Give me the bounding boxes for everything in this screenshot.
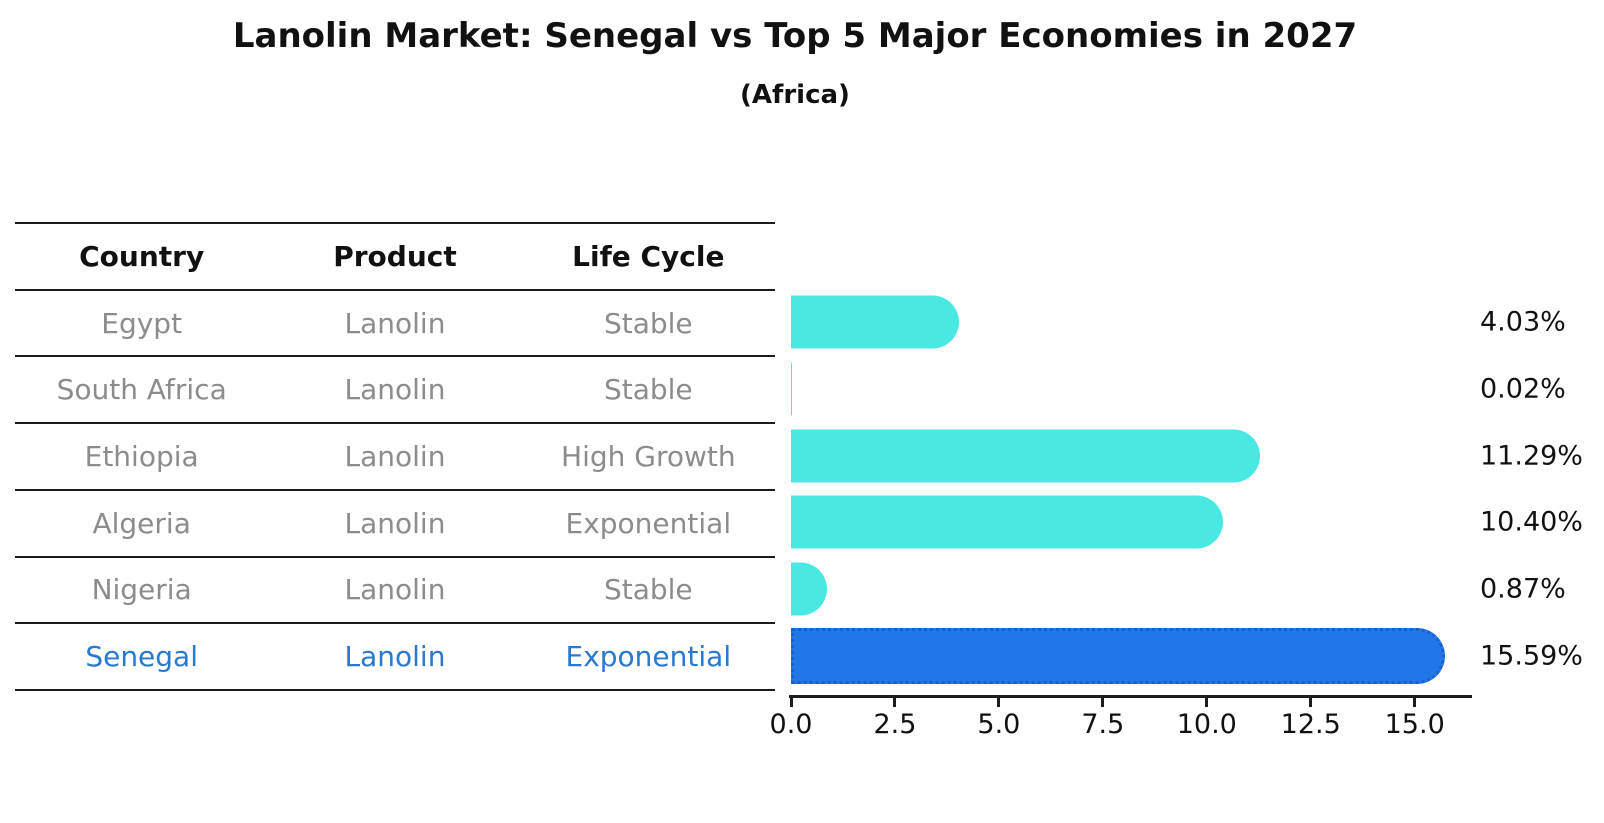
cell-country: Nigeria xyxy=(91,573,192,607)
cell-country: Senegal xyxy=(85,640,198,674)
bar-south-africa xyxy=(791,362,793,416)
bar-nigeria xyxy=(791,562,828,616)
bar-row-south-africa: 0.02% xyxy=(791,355,1566,422)
cell-product: Lanolin xyxy=(344,640,446,674)
table-row-senegal: Senegal Lanolin Exponential xyxy=(15,624,775,692)
x-axis: 0.0 2.5 5.0 7.5 10.0 12.5 15.0 xyxy=(770,695,1472,755)
bar-value-label: 15.59% xyxy=(1480,640,1583,672)
table-header-row: Country Product Life Cycle xyxy=(15,224,775,291)
column-header-country: Country xyxy=(79,239,205,273)
bar-row-egypt: 4.03% xyxy=(791,289,1566,356)
bar-senegal-highlighted xyxy=(791,627,1446,684)
x-tick-mark xyxy=(1101,697,1105,707)
cell-life-cycle: Exponential xyxy=(565,640,732,674)
bar-value-label: 10.40% xyxy=(1480,506,1583,538)
country-table: Country Product Life Cycle Egypt Lanolin… xyxy=(15,222,775,692)
cell-life-cycle: Stable xyxy=(603,573,693,607)
bar-value-label: 4.03% xyxy=(1480,306,1566,338)
cell-life-cycle: Exponential xyxy=(565,506,732,540)
cell-product: Lanolin xyxy=(344,373,446,407)
column-header-product: Product xyxy=(333,239,457,273)
cell-product: Lanolin xyxy=(344,573,446,607)
table-row-algeria: Algeria Lanolin Exponential xyxy=(15,491,775,558)
x-tick-mark xyxy=(893,697,897,707)
bar-egypt xyxy=(791,295,959,349)
x-tick-mark xyxy=(789,697,793,707)
x-tick-mark xyxy=(1205,697,1209,707)
x-tick-label: 7.5 xyxy=(1081,709,1125,740)
bar-chart: 4.03% 0.02% 11.29% 10.40% 0.87% 15.59% xyxy=(791,222,1583,689)
x-tick-label: 10.0 xyxy=(1176,709,1237,740)
cell-product: Lanolin xyxy=(344,440,446,474)
bar-algeria xyxy=(791,495,1224,549)
table-row-egypt: Egypt Lanolin Stable xyxy=(15,291,775,358)
cell-life-cycle: Stable xyxy=(603,306,693,340)
bar-ethiopia xyxy=(791,429,1261,483)
cell-product: Lanolin xyxy=(344,306,446,340)
bar-value-label: 11.29% xyxy=(1480,440,1583,472)
bar-row-senegal: 15.59% xyxy=(791,622,1583,689)
x-axis-spine xyxy=(789,695,1472,698)
bar-value-label: 0.87% xyxy=(1480,573,1566,605)
page-subtitle: (Africa) xyxy=(740,80,850,110)
cell-country: Algeria xyxy=(92,506,191,540)
x-tick-mark xyxy=(1309,697,1313,707)
bar-row-algeria: 10.40% xyxy=(791,489,1583,556)
page-title: Lanolin Market: Senegal vs Top 5 Major E… xyxy=(232,16,1358,56)
table-row-ethiopia: Ethiopia Lanolin High Growth xyxy=(15,424,775,491)
bar-value-label: 0.02% xyxy=(1480,373,1566,405)
table-row-nigeria: Nigeria Lanolin Stable xyxy=(15,558,775,625)
cell-life-cycle: Stable xyxy=(603,373,693,407)
cell-country: Egypt xyxy=(101,306,183,340)
x-tick-label: 0.0 xyxy=(769,709,813,740)
cell-country: Ethiopia xyxy=(84,440,199,474)
x-tick-mark xyxy=(997,697,1001,707)
x-tick-label: 15.0 xyxy=(1384,709,1445,740)
cell-life-cycle: High Growth xyxy=(561,440,736,474)
x-tick-mark xyxy=(1413,697,1417,707)
bar-row-nigeria: 0.87% xyxy=(791,556,1566,623)
chart-header-spacer xyxy=(791,222,1470,289)
cell-product: Lanolin xyxy=(344,506,446,540)
column-header-life-cycle: Life Cycle xyxy=(572,239,725,273)
cell-country: South Africa xyxy=(56,373,227,407)
x-tick-label: 2.5 xyxy=(873,709,917,740)
table-row-south-africa: South Africa Lanolin Stable xyxy=(15,357,775,425)
bar-row-ethiopia: 11.29% xyxy=(791,422,1583,489)
x-tick-label: 5.0 xyxy=(977,709,1021,740)
x-tick-label: 12.5 xyxy=(1280,709,1341,740)
